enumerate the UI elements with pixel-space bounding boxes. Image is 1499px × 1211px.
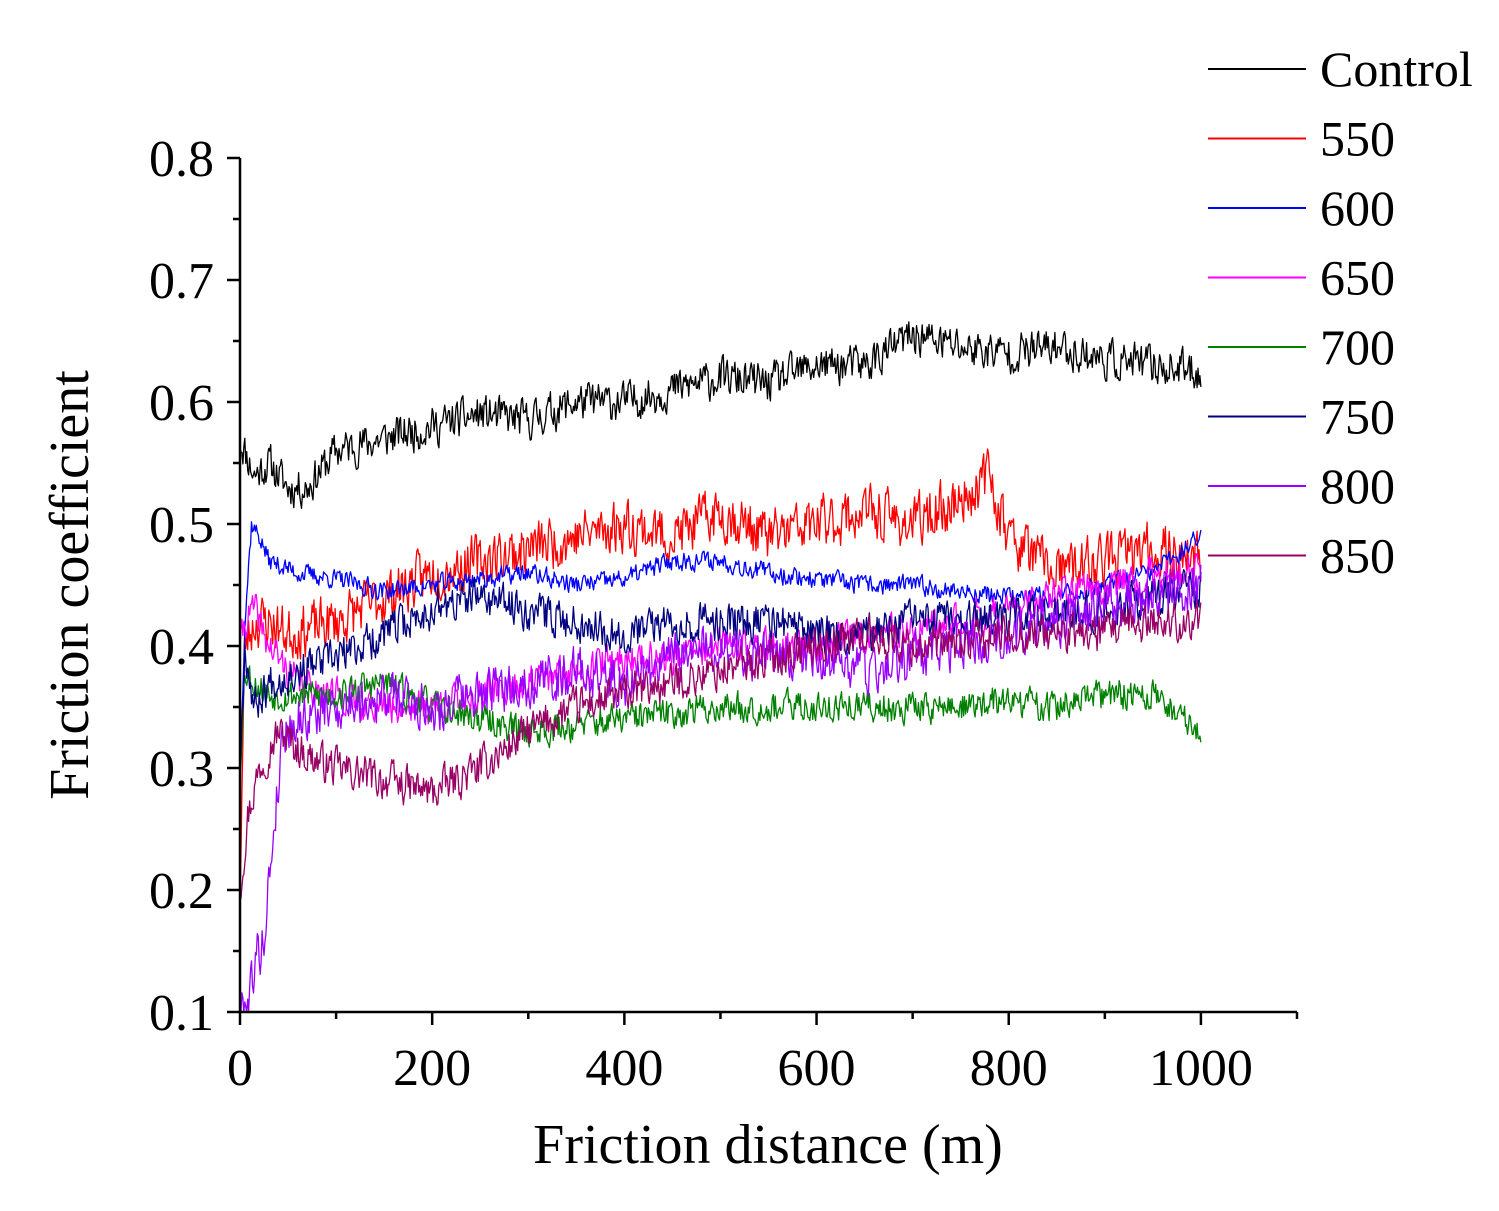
y-tick-label: 0.8 xyxy=(149,131,214,188)
series-line-800 xyxy=(240,565,1202,1013)
y-tick-label: 0.7 xyxy=(149,253,214,310)
x-tick-label: 0 xyxy=(227,1040,253,1097)
y-axis-title: Friction coefficient xyxy=(39,370,101,800)
legend-item: 700 xyxy=(1208,319,1395,375)
x-axis-title: Friction distance (m) xyxy=(533,1114,1003,1176)
legend-item: 650 xyxy=(1208,250,1395,306)
x-tick-label: 800 xyxy=(970,1040,1048,1097)
x-tick-label: 1000 xyxy=(1149,1040,1253,1097)
legend-label: 700 xyxy=(1320,319,1395,375)
legend-label: 600 xyxy=(1320,180,1395,236)
legend: Control 550 600 650 700 750 800 850 xyxy=(1208,41,1473,584)
series-line-850 xyxy=(239,600,1202,900)
legend-label: 850 xyxy=(1320,528,1395,584)
y-tick-label: 0.5 xyxy=(149,497,214,554)
y-tick-label: 0.6 xyxy=(149,375,214,432)
x-tick-label: 600 xyxy=(778,1040,856,1097)
series-layer xyxy=(239,321,1202,1013)
legend-label: 550 xyxy=(1320,111,1395,167)
legend-item: Control xyxy=(1208,41,1473,97)
y-tick-label: 0.1 xyxy=(149,985,214,1042)
series-line-700 xyxy=(239,665,1202,775)
legend-label: 800 xyxy=(1320,458,1395,514)
legend-item: 800 xyxy=(1208,458,1395,514)
y-tick-label: 0.2 xyxy=(149,863,214,920)
legend-label: 750 xyxy=(1320,389,1395,445)
legend-item: 750 xyxy=(1208,389,1395,445)
legend-item: 850 xyxy=(1208,528,1395,584)
series-line-550 xyxy=(239,448,1202,903)
legend-item: 600 xyxy=(1208,180,1395,236)
legend-label: Control xyxy=(1320,41,1473,97)
x-tick-label: 400 xyxy=(585,1040,663,1097)
legend-label: 650 xyxy=(1320,250,1395,306)
ticks-layer: 0.1 0.2 0.3 0.4 0.5 0.6 0.7 0.8 0 200 400 600 800 100… xyxy=(149,131,1299,1097)
legend-item: 550 xyxy=(1208,111,1395,167)
y-tick-label: 0.3 xyxy=(149,741,214,798)
series-line-control xyxy=(239,321,1202,510)
y-tick-label: 0.4 xyxy=(149,619,214,676)
x-tick-label: 200 xyxy=(393,1040,471,1097)
